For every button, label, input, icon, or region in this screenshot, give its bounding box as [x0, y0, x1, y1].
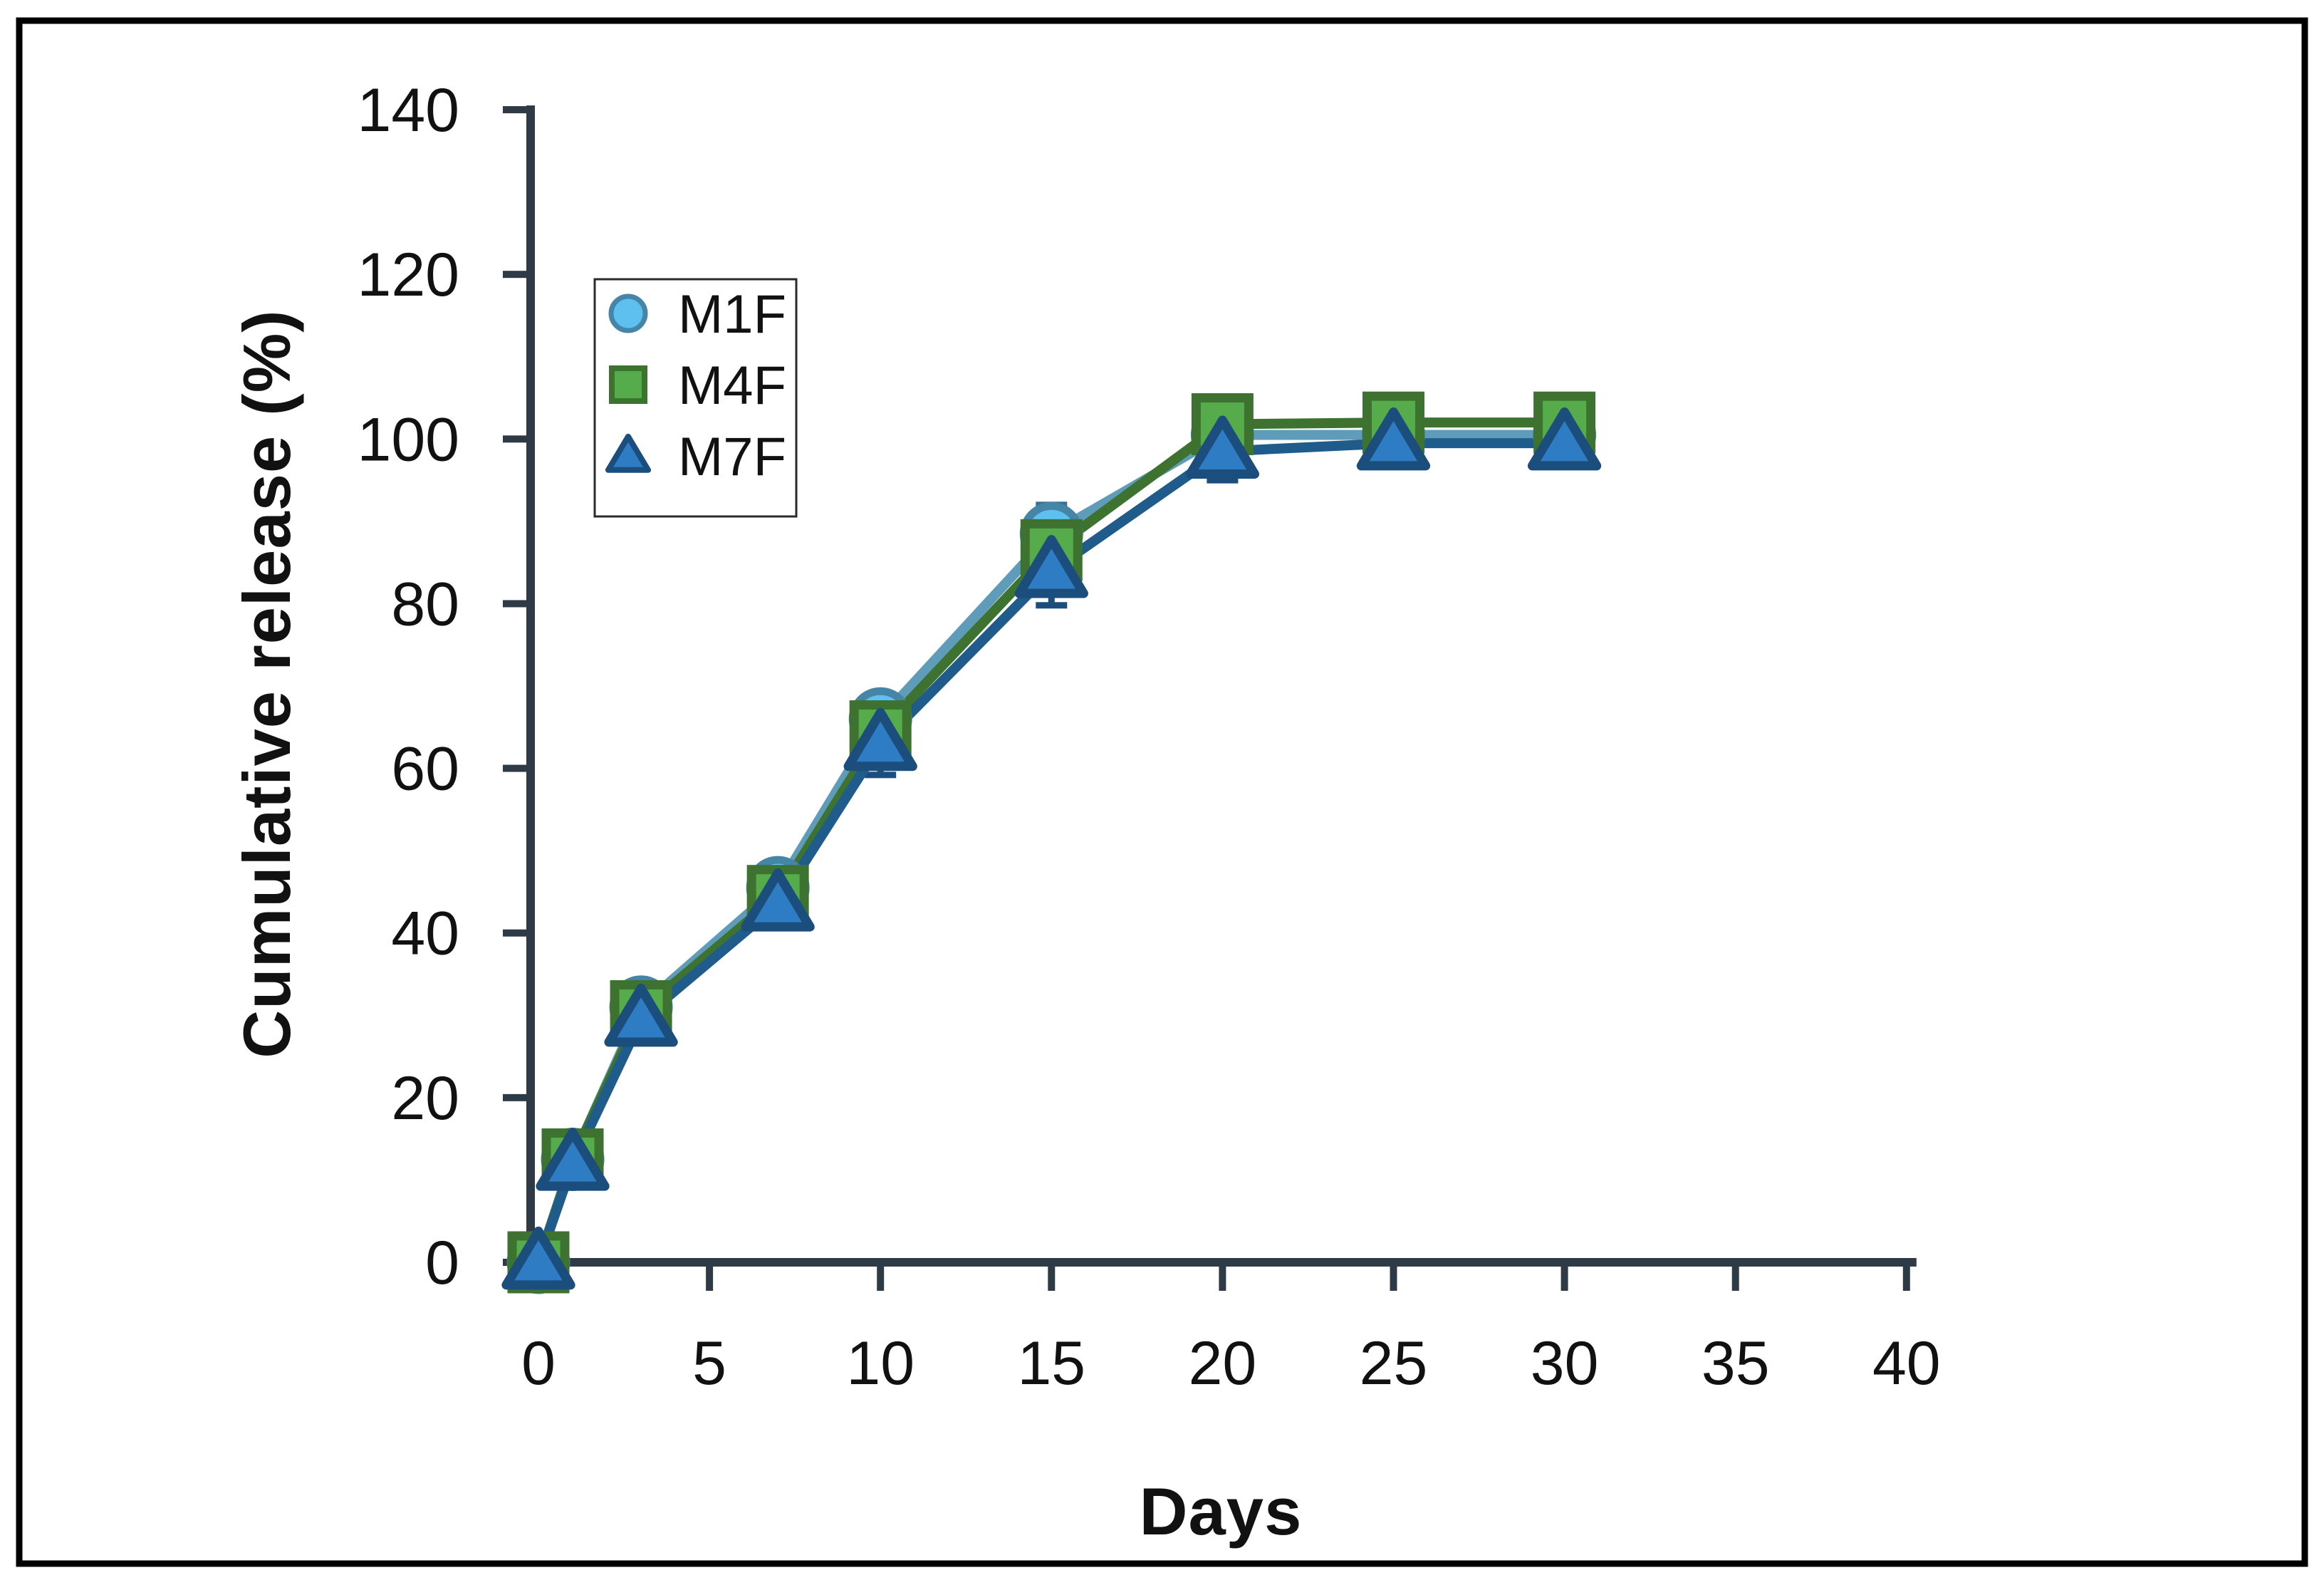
legend-circle-icon [608, 293, 648, 333]
axes: 0 20 40 60 80 100 120 140 0 5 10 15 20 25 30 35 40 [358, 76, 1941, 1398]
x-axis-spine [526, 1258, 1917, 1267]
x-tick-label: 5 [692, 1329, 726, 1398]
y-tick-label: 20 [391, 1064, 459, 1133]
y-tick-label: 80 [391, 570, 459, 638]
legend: M1F M4F M7F [593, 278, 798, 518]
y-tick [503, 435, 526, 443]
error-bar-cap [865, 771, 897, 779]
x-tick-label: 0 [521, 1329, 556, 1398]
marker-M7F [604, 983, 678, 1047]
y-tick-label: 120 [358, 241, 460, 309]
x-tick [1560, 1267, 1568, 1291]
legend-label: M7F [678, 427, 786, 487]
legend-label: M1F [678, 284, 786, 345]
x-tick-label: 15 [1017, 1329, 1085, 1398]
y-tick [503, 271, 526, 279]
x-tick-label: 40 [1872, 1329, 1941, 1398]
y-tick [503, 764, 526, 772]
marker-M7F [1014, 535, 1088, 598]
marker-M7F [843, 707, 917, 771]
marker-M7F [536, 1128, 610, 1191]
legend-entry-M1F: M1F [608, 284, 786, 345]
y-tick-label: 40 [391, 900, 459, 968]
error-bar-cap [1036, 602, 1068, 609]
x-tick-label: 10 [846, 1329, 915, 1398]
figure-border [16, 17, 2308, 1567]
x-tick-label: 30 [1531, 1329, 1599, 1398]
x-tick [1902, 1267, 1910, 1291]
x-axis-title: Days [1139, 1474, 1303, 1549]
x-tick [877, 1267, 885, 1291]
x-tick-label: 35 [1702, 1329, 1770, 1398]
x-tick [1219, 1267, 1226, 1291]
y-tick [503, 1093, 526, 1101]
legend-entry-M4F: M4F [609, 355, 786, 416]
x-tick [1731, 1267, 1739, 1291]
x-tick-label: 20 [1189, 1329, 1257, 1398]
legend-square-icon [609, 365, 647, 404]
y-tick-label: 100 [358, 405, 460, 474]
x-tick [1048, 1267, 1056, 1291]
y-tick-label: 0 [425, 1229, 459, 1297]
legend-label: M4F [678, 355, 786, 416]
y-tick [503, 106, 526, 114]
y-axis-title: Cumulative release (%) [229, 309, 304, 1059]
marker-M7F [1356, 407, 1431, 471]
y-axis-spine [526, 105, 535, 1267]
x-tick [706, 1267, 714, 1291]
marker-M7F [1527, 407, 1602, 471]
y-tick-label: 140 [358, 76, 460, 145]
legend-triangle-icon [605, 433, 652, 473]
marker-M7F [1185, 415, 1260, 479]
marker-M7F [501, 1226, 575, 1290]
y-tick-label: 60 [391, 735, 459, 804]
series-markers-M7F [501, 407, 1602, 1290]
legend-entry-M7F: M7F [605, 427, 786, 487]
y-tick [503, 600, 526, 608]
x-tick [1390, 1267, 1397, 1291]
y-tick [503, 929, 526, 937]
series-markers-M4F [507, 391, 1596, 1294]
error-bar-cap [1207, 477, 1239, 484]
x-tick-label: 25 [1360, 1329, 1428, 1398]
marker-M7F [741, 868, 815, 932]
